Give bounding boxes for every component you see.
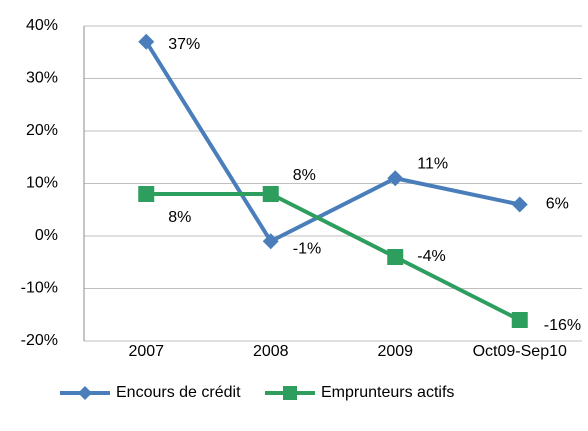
x-tick-label: Oct09-Sep10 bbox=[473, 343, 567, 360]
marker bbox=[138, 186, 155, 202]
legend-label: Emprunteurs actifs bbox=[321, 384, 454, 401]
y-tick-label: 30% bbox=[26, 70, 58, 87]
marker bbox=[387, 249, 404, 265]
y-tick-label: 0% bbox=[35, 227, 58, 244]
y-tick-label: -10% bbox=[21, 280, 58, 297]
y-tick-label: 10% bbox=[26, 175, 58, 192]
data-label: 11% bbox=[417, 155, 448, 172]
marker bbox=[511, 196, 528, 213]
marker bbox=[387, 170, 404, 187]
data-label: 6% bbox=[546, 196, 569, 213]
data-label: 37% bbox=[168, 36, 200, 53]
y-tick-label: 40% bbox=[26, 17, 58, 34]
data-label: -1% bbox=[293, 240, 321, 257]
marker bbox=[283, 386, 297, 400]
data-label: 8% bbox=[293, 167, 316, 184]
x-tick-label: 2008 bbox=[253, 343, 289, 360]
series-line bbox=[144, 40, 521, 244]
y-tick-label: 20% bbox=[26, 122, 58, 139]
marker bbox=[511, 312, 528, 328]
marker bbox=[138, 33, 155, 50]
marker bbox=[78, 386, 92, 400]
y-tick-label: -20% bbox=[21, 332, 58, 349]
x-tick-label: 2009 bbox=[377, 343, 413, 360]
legend-label: Encours de crédit bbox=[116, 384, 241, 401]
data-label: -16% bbox=[544, 317, 581, 334]
data-label: -4% bbox=[417, 248, 445, 265]
data-label: 8% bbox=[168, 209, 191, 226]
series-line bbox=[146, 192, 521, 322]
marker bbox=[262, 233, 279, 250]
marker bbox=[262, 186, 279, 202]
x-tick-label: 2007 bbox=[128, 343, 164, 360]
